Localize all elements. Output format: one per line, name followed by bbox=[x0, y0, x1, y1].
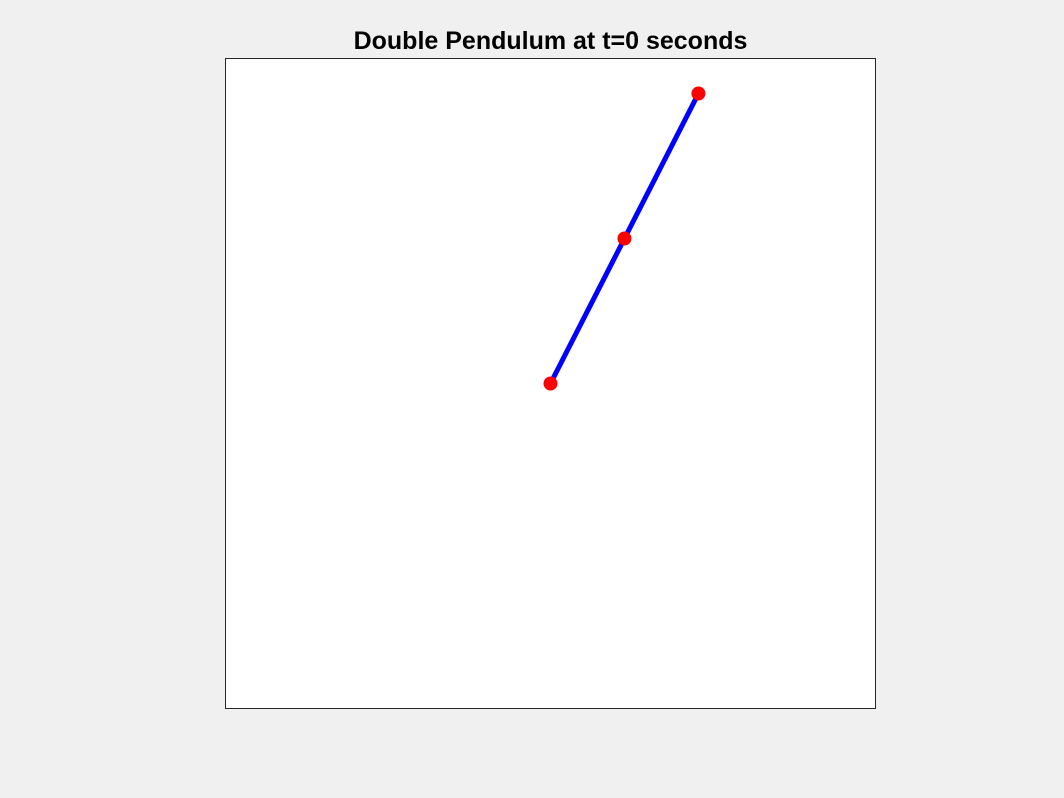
end-joint bbox=[691, 86, 706, 101]
plot-title: Double Pendulum at t=0 seconds bbox=[353, 27, 748, 55]
pivot-joint bbox=[543, 376, 558, 391]
pendulum-rod-1 bbox=[548, 236, 627, 386]
pendulum-rod-2 bbox=[621, 91, 701, 242]
pendulum-marks bbox=[543, 86, 706, 391]
middle-joint bbox=[617, 231, 632, 246]
